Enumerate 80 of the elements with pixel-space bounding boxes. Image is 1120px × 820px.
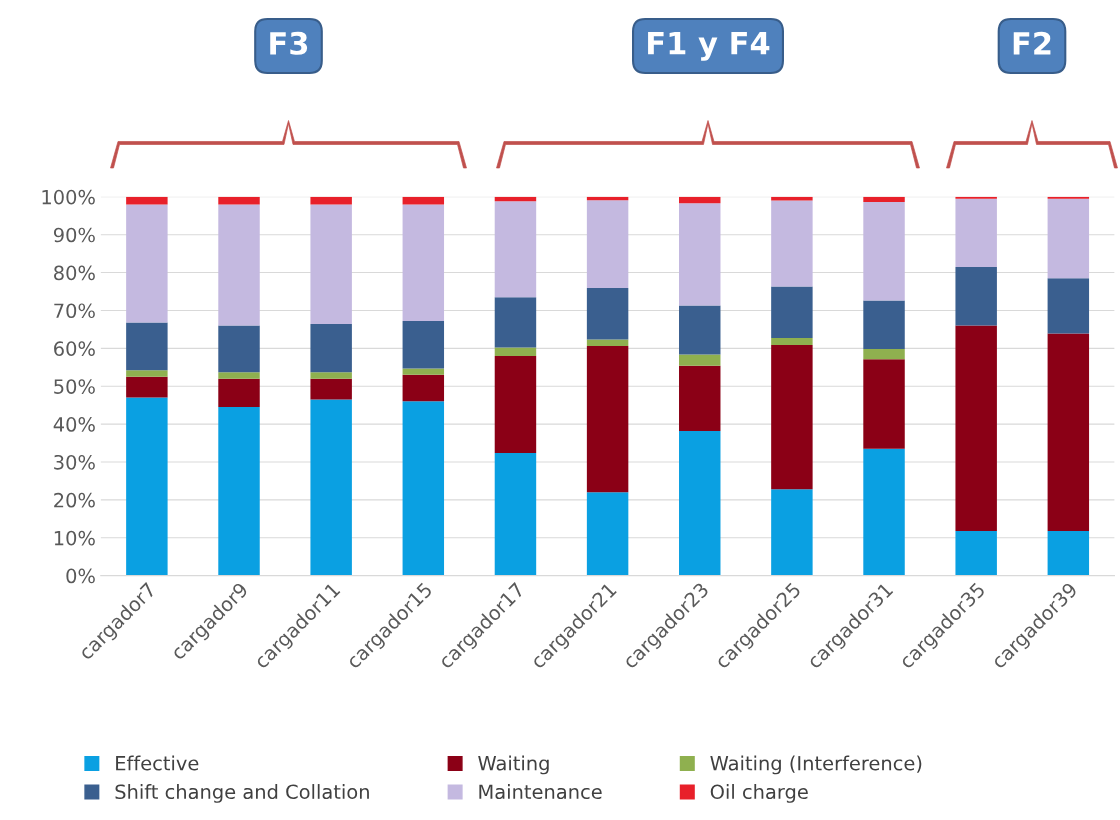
bar [402,374,445,402]
bar [863,300,905,350]
bar [402,321,445,369]
bar [586,288,629,340]
bar [310,196,352,205]
legend-label: Effective [116,755,199,771]
bar [126,376,168,398]
y-tick-label: 50% [54,379,95,394]
bar [679,305,721,355]
legend-label: Waiting [478,755,549,775]
bar [771,286,813,339]
bar [771,196,813,201]
bar [863,448,905,576]
bar [218,325,260,373]
bar [955,325,997,531]
bar [310,372,352,379]
bar [863,202,905,301]
bar [126,370,168,377]
bar [310,399,352,576]
bar [679,365,721,431]
bar [126,397,168,576]
bar [955,198,997,267]
bar [1047,530,1090,576]
bar [863,359,905,449]
bar [679,196,721,204]
bar [586,346,629,493]
bar [586,200,629,289]
bar [310,378,352,400]
legend-label: Oil charge [710,784,808,803]
bar [494,355,537,453]
bar [679,354,721,366]
y-tick-label: 0% [66,568,95,584]
bar [586,492,629,576]
y-tick-label: 40% [53,417,95,432]
bar [218,204,260,326]
bar [494,347,537,356]
y-tick-label: 60% [54,341,95,356]
y-tick-label: 10% [54,530,95,546]
bar [402,368,445,375]
legend-label: Waiting (Interference) [710,755,922,775]
bar [402,196,445,205]
bar [863,349,905,360]
bar [955,266,997,326]
bar [863,196,905,203]
y-tick-label: 90% [53,227,95,243]
y-tick-label: 100% [42,189,95,205]
bar [402,401,445,576]
bar [218,407,260,576]
bar [771,489,813,576]
bar [679,203,721,306]
bar [586,339,629,347]
legend-label: Shift change and Collation [115,784,369,803]
bar [679,430,721,576]
y-tick-label: 80% [54,265,95,281]
bar [1047,198,1090,279]
text: F1 y F4 [648,31,770,61]
bar [771,200,813,287]
bar [771,344,813,490]
bar [126,322,168,371]
text: F2 [1013,31,1051,55]
bar [1047,278,1090,334]
y-tick-label: 70% [54,303,95,319]
bar [126,204,168,323]
bar [955,530,997,576]
bar [494,297,537,348]
bar [494,452,537,576]
bar [218,378,260,408]
y-tick-label: 20% [54,492,95,508]
bar [310,324,352,373]
y-tick-label: 30% [54,454,95,470]
legend-label: Maintenance [479,784,602,800]
bar [771,338,813,345]
bar [126,196,168,205]
bar [310,204,352,325]
bar [218,196,260,205]
bar [1047,333,1090,531]
bar [402,204,445,322]
text: F3 [270,31,308,55]
bar [218,372,260,379]
bar [494,201,537,298]
